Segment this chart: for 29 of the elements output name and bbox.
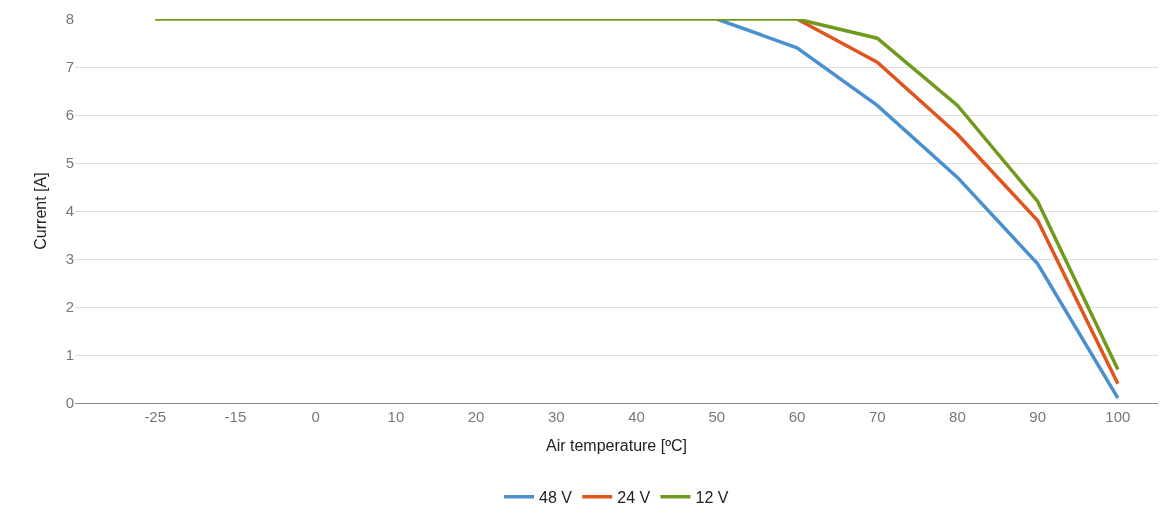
y-tick-label: 8: [65, 10, 74, 28]
line-series: [153, 19, 1120, 372]
x-tick-label: 50: [708, 408, 726, 425]
x-tick-label: -15: [224, 408, 247, 425]
legend-label: 48 V: [539, 488, 573, 506]
x-tick-label: 40: [628, 408, 645, 425]
y-tick-label: 0: [65, 394, 74, 412]
y-tick-label: 1: [65, 346, 74, 364]
x-tick-label: 100: [1105, 408, 1131, 425]
legend-label: 12 V: [695, 488, 729, 506]
x-tick-label: 30: [547, 408, 565, 425]
x-axis-title: Air temperature [ºC]: [546, 436, 687, 454]
y-tick-label: 4: [65, 202, 74, 220]
y-tick-label: 5: [65, 154, 74, 172]
x-tick-label: -25: [144, 408, 167, 425]
line-series: [795, 19, 1120, 386]
y-tick-label: 7: [65, 58, 74, 76]
x-tick-label: 70: [868, 408, 886, 425]
x-tick-label: 0: [311, 408, 320, 425]
y-axis-title: Current [A]: [31, 172, 49, 250]
x-tick-label: 20: [467, 408, 485, 425]
y-tick-label: 3: [65, 250, 74, 268]
y-tick-label: 2: [65, 298, 74, 316]
x-tick-label: 80: [949, 408, 966, 425]
x-tick-label: 60: [788, 408, 806, 425]
x-tick-label: 90: [1029, 408, 1047, 425]
x-tick-label: 10: [387, 408, 405, 425]
legend-label: 24 V: [617, 488, 651, 506]
y-tick-label: 6: [65, 106, 74, 124]
